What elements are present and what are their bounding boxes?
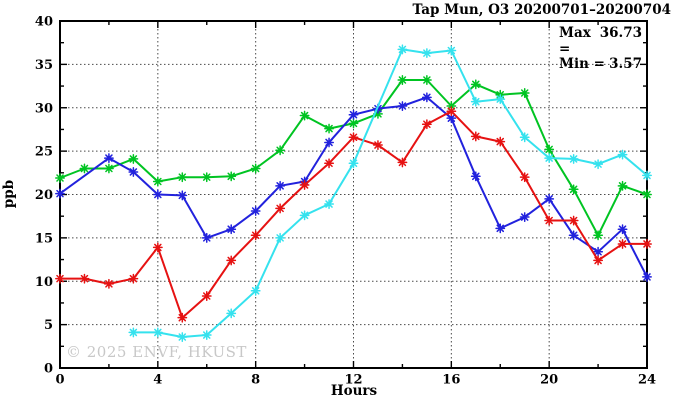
y-tick-label: 20 bbox=[35, 188, 53, 203]
y-axis-label: ppb bbox=[1, 179, 17, 209]
x-tick-label: 8 bbox=[251, 373, 260, 388]
y-tick-label: 30 bbox=[35, 101, 53, 116]
chart-title: Tap Mun, O3 20200701–20200704 bbox=[412, 2, 671, 18]
max-row: Max = 36.73 bbox=[559, 25, 642, 57]
series-cyan-markers bbox=[128, 44, 652, 342]
min-value: 3.57 bbox=[609, 56, 642, 72]
y-tick-label: 15 bbox=[35, 231, 53, 246]
min-row: Min = 3.57 bbox=[559, 56, 642, 73]
max-label: Max = bbox=[559, 25, 591, 57]
y-tick-label: 25 bbox=[35, 145, 53, 160]
y-tick-label: 10 bbox=[35, 275, 53, 290]
x-tick-label: 20 bbox=[540, 373, 558, 388]
series-green-markers bbox=[55, 75, 652, 241]
y-tick-label: 0 bbox=[44, 362, 53, 377]
series-cyan-line bbox=[133, 48, 648, 338]
x-tick-label: 4 bbox=[153, 373, 162, 388]
y-tick-label: 35 bbox=[35, 58, 53, 73]
x-tick-label: 12 bbox=[344, 373, 362, 388]
y-tick-label: 40 bbox=[35, 15, 53, 30]
stats-annotation: Max = 36.73 Min = 3.57 bbox=[559, 25, 642, 73]
x-axis-label: Hours bbox=[330, 383, 378, 399]
series-blue-markers bbox=[55, 92, 652, 282]
x-tick-label: 24 bbox=[638, 373, 656, 388]
min-label: Min = bbox=[559, 56, 605, 72]
x-tick-label: 0 bbox=[55, 373, 64, 388]
x-tick-label: 16 bbox=[442, 373, 460, 388]
watermark: © 2025 ENVF, HKUST bbox=[66, 343, 247, 361]
series-red-markers bbox=[55, 106, 652, 323]
y-tick-label: 5 bbox=[44, 318, 53, 333]
max-value: 36.73 bbox=[599, 25, 642, 41]
